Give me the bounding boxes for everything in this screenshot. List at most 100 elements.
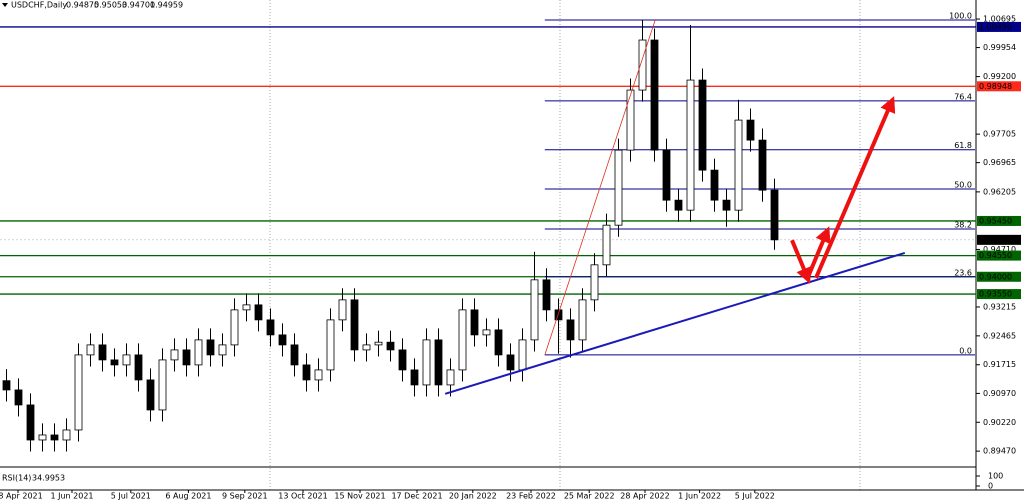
level-label-box [977, 250, 1021, 261]
y-tick-label: 0.93215 [983, 302, 1016, 311]
candle-body [2, 380, 11, 391]
candle-body [626, 89, 635, 151]
candle-body [650, 39, 659, 151]
fib-label: 23.6 [954, 268, 972, 277]
candle-body [194, 339, 203, 366]
candle-body [278, 334, 287, 346]
x-tick-label: 25 Mar 2022 [564, 492, 615, 501]
candle-body [86, 344, 95, 356]
candle-body [506, 354, 515, 371]
candle-body [470, 309, 479, 336]
candle-body [158, 359, 167, 411]
fib-label: 61.8 [954, 141, 972, 150]
y-tick-label: 0.92465 [983, 331, 1016, 340]
candle-body [14, 389, 23, 406]
candle-body [566, 319, 575, 341]
candle-body [362, 344, 371, 351]
fib-label: 76.4 [954, 92, 972, 101]
candle-body [530, 279, 539, 341]
candle-body [434, 339, 443, 386]
x-tick-label: 1 Jun 2021 [50, 492, 93, 501]
fib-label: 38.2 [954, 221, 972, 230]
candle-body [446, 369, 455, 386]
arrow [790, 239, 812, 284]
header-value: 0.95053 [94, 1, 127, 10]
header-value: 0.94701 [122, 1, 155, 10]
candle-body [242, 304, 251, 311]
arrow [814, 96, 896, 279]
candle-body [494, 329, 503, 356]
candle-body [482, 329, 491, 336]
candle-body [314, 369, 323, 381]
candle-body [182, 349, 191, 366]
candle-body [746, 119, 755, 141]
x-tick-label: 28 Apr 2021 [0, 492, 43, 501]
y-tick-label: 0.90970 [983, 389, 1016, 398]
candle-body [578, 299, 587, 341]
y-tick-label: 0.96965 [983, 158, 1016, 167]
candle-body [290, 344, 299, 366]
fib-label: 50.0 [954, 180, 972, 189]
candle-body [98, 344, 107, 361]
candle-body [662, 149, 671, 201]
candle-body [410, 369, 419, 386]
chart-title: USDCHF,Daily [11, 1, 67, 10]
candle-body [458, 309, 467, 371]
candle-body [614, 149, 623, 226]
candle-body [398, 349, 407, 371]
candle-body [350, 299, 359, 351]
trend-line [444, 251, 906, 395]
level-label-box [977, 271, 1021, 282]
level-label-box [977, 81, 1021, 92]
rsi-value: 34.9953 [32, 474, 65, 483]
level-label: 1.00490 [979, 22, 1012, 31]
candle-body [170, 349, 179, 361]
current-price-label: 0.94959 [979, 235, 1012, 244]
y-tick-label: 0.94710 [983, 245, 1016, 254]
level-label: 0.98948 [979, 82, 1012, 91]
y-tick-label: 0.96205 [983, 187, 1016, 196]
x-tick-label: 6 Aug 2021 [165, 492, 211, 501]
candle-body [218, 344, 227, 356]
level-label: 0.95450 [979, 216, 1012, 225]
rsi-tick-label: 100 [988, 472, 1003, 481]
candle-body [230, 309, 239, 346]
candle-body [206, 339, 215, 356]
candle-body [146, 379, 155, 411]
candle-body [758, 139, 767, 191]
candle-body [554, 309, 563, 321]
candle-body [590, 264, 599, 301]
candle-body [122, 354, 131, 366]
level-label-box [977, 21, 1021, 32]
candle-body [254, 304, 263, 321]
y-tick-label: 0.91715 [983, 360, 1016, 369]
candle-body [734, 119, 743, 211]
candle-body [50, 434, 59, 441]
y-tick-label: 0.99200 [983, 72, 1016, 81]
candle-body [518, 339, 527, 371]
candle-body [710, 169, 719, 201]
rsi-label: RSI(14) [2, 474, 31, 483]
candle-body [74, 354, 83, 431]
trend-line [544, 19, 656, 356]
candle-body [722, 199, 731, 211]
candle-body [374, 341, 383, 346]
level-label: 0.94550 [979, 251, 1012, 260]
y-tick-label: 0.89470 [983, 447, 1016, 456]
x-tick-label: 15 Nov 2021 [334, 492, 385, 501]
candle-body [62, 429, 71, 441]
candle-body [698, 79, 707, 171]
candle-body [338, 299, 347, 321]
candle-body [26, 404, 35, 441]
current-price-box [977, 234, 1021, 245]
x-tick-label: 1 Jun 2022 [678, 492, 721, 501]
y-tick-label: 0.97705 [983, 130, 1016, 139]
x-tick-label: 23 Feb 2022 [506, 492, 556, 501]
candle-body [770, 189, 779, 241]
candle-body [602, 224, 611, 266]
x-tick-label: 9 Sep 2021 [222, 492, 268, 501]
arrow [805, 226, 831, 279]
fib-label: 0.0 [959, 346, 972, 355]
